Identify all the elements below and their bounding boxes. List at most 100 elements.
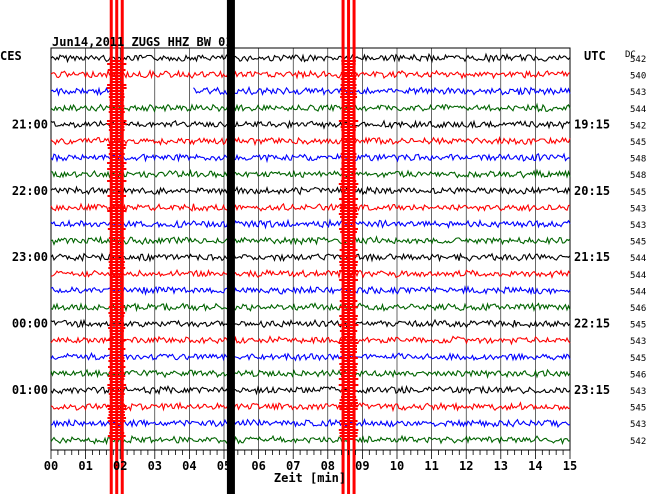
event-band-spike — [338, 384, 359, 386]
event-band-spike — [109, 189, 124, 191]
right-time-label: 21:15 — [574, 250, 610, 264]
event-band-spike — [112, 201, 121, 203]
x-tick-label: 00 — [44, 459, 58, 473]
event-band-spike — [111, 138, 122, 140]
left-time-label: 00:00 — [12, 317, 48, 331]
trace-row-2 — [50, 69, 571, 80]
event-band-spike — [109, 222, 125, 224]
trace-row-13 — [50, 252, 571, 263]
dc-value: 543 — [630, 420, 646, 430]
event-band-spike — [108, 420, 126, 422]
trace-row-18 — [50, 335, 571, 346]
traces — [50, 52, 571, 446]
event-band-spike — [339, 210, 358, 212]
event-band-spike — [339, 315, 358, 317]
event-band-spike — [340, 96, 358, 98]
event-band-spike — [339, 408, 358, 410]
event-band-spike — [108, 96, 125, 98]
event-band-spike — [106, 405, 127, 407]
event-band-spike — [110, 381, 123, 383]
trace-row-4 — [50, 102, 571, 114]
event-band-spike — [341, 294, 356, 296]
event-band-spike — [339, 330, 358, 332]
event-band-spike — [339, 432, 358, 434]
trace-row-7 — [50, 152, 571, 164]
event-band-spike — [112, 255, 122, 257]
dc-value: 543 — [630, 204, 646, 214]
event-band-spike — [108, 375, 126, 377]
event-band-spike — [111, 72, 122, 74]
event-red-event-2 — [338, 0, 359, 494]
event-band-spike — [341, 426, 356, 428]
event-band-spike — [112, 150, 122, 152]
event-band-spike — [112, 276, 122, 278]
trace-row-12 — [50, 235, 571, 246]
event-band-spike — [343, 135, 354, 137]
event-band-spike — [111, 225, 123, 227]
event-band-spike — [111, 171, 123, 173]
left-time-label: 22:00 — [12, 184, 48, 198]
event-band-spike — [107, 228, 126, 230]
event-band-spike — [107, 417, 127, 419]
event-band-spike — [111, 249, 122, 251]
event-band-spike — [109, 399, 124, 401]
x-tick-label: 10 — [390, 459, 404, 473]
event-band-spike — [342, 327, 355, 329]
event-band-spike — [339, 279, 358, 281]
event-band-spike — [109, 330, 124, 332]
dc-value: 546 — [630, 370, 646, 380]
event-band-spike — [343, 321, 354, 323]
event-band-spike — [110, 345, 123, 347]
event-band-spike — [342, 252, 356, 254]
dc-column-header: DC — [625, 50, 636, 60]
trace-row-24 — [50, 434, 571, 446]
event-band-spike — [339, 435, 358, 437]
event-band-spike — [110, 336, 123, 338]
event-band-spike — [110, 303, 124, 305]
event-band-spike — [112, 291, 121, 293]
event-band-spike — [110, 297, 124, 299]
event-band-spike — [344, 177, 353, 179]
event-band-spike — [108, 348, 126, 350]
event-band-spike — [112, 285, 121, 287]
event-band-spike — [341, 117, 356, 119]
event-band-spike — [341, 69, 356, 71]
left-timezone-label: CES — [0, 49, 22, 63]
event-band-spike — [343, 114, 354, 116]
event-band-spike — [342, 285, 355, 287]
event-band-spike — [343, 132, 354, 134]
event-band-spike — [109, 432, 125, 434]
event-band-spike — [339, 255, 358, 257]
event-band-spike — [110, 288, 124, 290]
event-band-spike — [340, 396, 357, 398]
event-band-spike — [111, 279, 123, 281]
event-band-spike — [343, 258, 354, 260]
event-band-spike — [340, 348, 357, 350]
event-band-spike — [339, 306, 358, 308]
event-band — [226, 0, 235, 494]
event-band-spike — [112, 309, 122, 311]
event-band-spike — [341, 138, 357, 140]
dc-value: 543 — [630, 88, 646, 98]
x-tick-label: 07 — [286, 459, 300, 473]
event-band-spike — [341, 267, 357, 269]
event-band-spike — [112, 333, 122, 335]
dc-value: 543 — [630, 337, 646, 347]
event-band-spike — [111, 186, 123, 188]
dc-value: 544 — [630, 287, 646, 297]
event-band-spike — [107, 63, 127, 65]
event-band-spike — [109, 396, 124, 398]
event-band-spike — [343, 360, 354, 362]
dc-value: 542 — [630, 55, 646, 65]
event-band-spike — [111, 318, 122, 320]
event-band-spike — [343, 282, 355, 284]
event-band-spike — [108, 153, 125, 155]
x-axis-label: Zeit [min] — [274, 471, 346, 485]
event-band-spike — [109, 264, 125, 266]
event-band-spike — [342, 66, 355, 68]
x-tick-label: 13 — [494, 459, 508, 473]
event-band-spike — [339, 357, 358, 359]
event-band-spike — [109, 141, 124, 143]
event-band-spike — [340, 186, 357, 188]
